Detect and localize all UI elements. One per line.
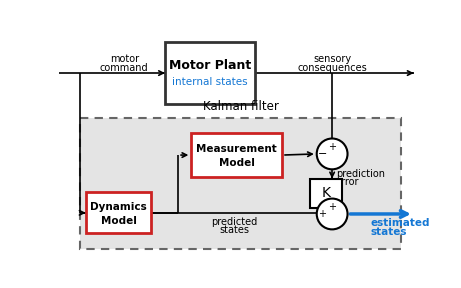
Text: internal states: internal states [172, 77, 248, 87]
Text: Dynamics: Dynamics [90, 202, 147, 212]
Text: K: K [321, 186, 331, 200]
Circle shape [317, 198, 348, 229]
Text: −: − [318, 149, 328, 159]
Text: Model: Model [100, 215, 136, 226]
Text: estimated: estimated [371, 218, 430, 228]
Text: motor: motor [110, 54, 139, 64]
Text: Kalman filter: Kalman filter [203, 100, 279, 113]
Text: states: states [219, 225, 249, 235]
Text: sensory: sensory [313, 54, 351, 64]
Bar [165, 42, 255, 104]
Bar [310, 179, 342, 208]
Text: Model: Model [219, 158, 254, 168]
Text: states: states [371, 227, 407, 237]
Text: Measurement: Measurement [196, 144, 277, 154]
Text: prediction: prediction [336, 169, 385, 179]
Text: +: + [328, 202, 336, 212]
Text: +: + [318, 209, 326, 219]
Text: +: + [328, 142, 336, 151]
Bar [86, 192, 151, 233]
Text: consequences: consequences [297, 63, 367, 73]
Bar [80, 118, 402, 249]
Text: error: error [336, 177, 360, 187]
Circle shape [317, 139, 348, 169]
Text: predicted: predicted [211, 217, 257, 227]
Text: command: command [100, 63, 148, 73]
Text: Motor Plant: Motor Plant [169, 59, 251, 72]
Bar [191, 133, 282, 177]
